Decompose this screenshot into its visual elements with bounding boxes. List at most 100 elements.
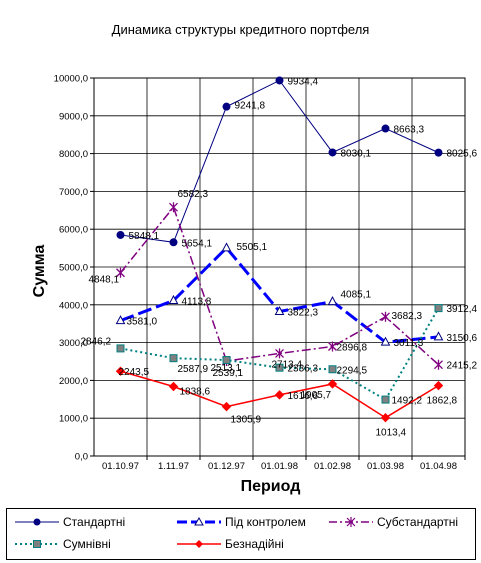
data-point — [328, 341, 337, 352]
legend-item-doubtful: Сумнівні — [15, 537, 111, 551]
legend-item-standard: Стандартні — [15, 515, 125, 529]
x-tick-label: 01.10.97 — [102, 461, 139, 472]
data-point — [381, 395, 390, 404]
data-point — [116, 230, 125, 239]
data-label: 3011,3 — [394, 338, 424, 349]
x-axis-title: Период — [240, 478, 301, 495]
series-1 — [116, 76, 443, 247]
data-point — [434, 304, 443, 313]
data-label: 1305,9 — [231, 415, 262, 426]
y-tick-label: 0,0 — [75, 452, 88, 463]
legend-marker-star-icon — [329, 517, 373, 527]
data-point — [275, 363, 284, 372]
data-point — [274, 390, 285, 400]
data-point — [222, 356, 231, 365]
data-label: 6582,3 — [178, 189, 209, 200]
data-point — [275, 348, 284, 359]
data-label: 2294,5 — [337, 365, 368, 376]
data-label: 8663,3 — [394, 125, 425, 136]
data-point — [433, 331, 444, 341]
legend-item-under-control: Під контролем — [177, 515, 306, 529]
x-tick-label: 01.04.98 — [420, 461, 457, 472]
data-point — [169, 202, 178, 213]
series-line — [120, 79, 439, 243]
data-label: 2513,1 — [211, 363, 242, 374]
data-point — [221, 401, 232, 412]
data-label: 8030,1 — [341, 148, 372, 159]
y-axis-title: Сумма — [31, 244, 48, 298]
series-4 — [116, 304, 443, 404]
data-point — [115, 315, 126, 325]
data-label: 5505,1 — [237, 242, 268, 253]
data-label: 4848,1 — [89, 275, 120, 286]
x-tick-label: 01.03.98 — [367, 461, 404, 472]
data-label: 2243,5 — [119, 367, 150, 378]
data-point — [433, 380, 444, 391]
legend-marker-diamond-icon — [177, 540, 221, 548]
data-point — [381, 124, 390, 133]
data-label: 3682,3 — [392, 311, 423, 322]
legend-label: Під контролем — [225, 515, 306, 529]
data-label: 3581,0 — [127, 317, 158, 328]
y-tick-label: 9000,0 — [59, 111, 88, 122]
data-label: 2539,1 — [213, 368, 244, 379]
legend-marker-triangle-icon — [177, 516, 221, 526]
data-label: 1013,4 — [376, 428, 407, 439]
legend-item-substandard: Субстандартні — [329, 515, 458, 529]
data-label: 3822,3 — [288, 308, 319, 319]
legend-marker-circle-icon — [15, 518, 59, 526]
data-labels: 5848,1 5654,1 9241,8 9934,4 8030,1 8663,3 8025… — [81, 76, 478, 438]
legend-label: Стандартні — [63, 515, 126, 529]
legend: Стандартні Під контролем Субстандартні С… — [6, 508, 476, 560]
x-tick-label: 01.01.98 — [261, 461, 298, 472]
x-tick-label: 01.02.98 — [314, 461, 351, 472]
data-point — [116, 344, 125, 353]
legend-label: Субстандартні — [377, 515, 459, 529]
series-line — [119, 205, 440, 366]
y-tick-label: 3000,0 — [59, 338, 88, 349]
series-5 — [115, 366, 444, 423]
data-point — [168, 294, 179, 304]
data-label: 1492,2 — [392, 396, 423, 407]
y-tick-label: 6000,0 — [59, 225, 88, 236]
data-label: 1838,6 — [180, 387, 211, 398]
data-label: 1905,7 — [301, 390, 332, 401]
data-label: 3150,6 — [447, 333, 478, 344]
data-point — [434, 148, 443, 157]
data-point — [168, 381, 179, 392]
x-tick-label: 01.12.97 — [208, 461, 245, 472]
y-tick-label: 4000,0 — [59, 300, 88, 311]
data-label: 1616,6 — [288, 391, 319, 402]
data-point — [169, 354, 178, 363]
legend-label: Безнадійні — [225, 537, 284, 551]
data-label: 9934,4 — [288, 76, 319, 87]
y-tick-label: 8000,0 — [59, 149, 88, 160]
data-point — [169, 238, 178, 247]
y-tick-label: 5000,0 — [59, 263, 88, 274]
data-point — [434, 359, 443, 370]
data-point — [327, 379, 338, 389]
legend-marker-square-icon — [15, 540, 59, 548]
data-point — [275, 76, 284, 85]
data-point — [380, 412, 391, 423]
data-label: 1862,8 — [427, 396, 458, 407]
data-point — [221, 242, 232, 252]
data-point — [381, 311, 390, 322]
chart-title: Динамика структуры кредитного портфеля — [111, 22, 370, 37]
data-point — [380, 336, 391, 346]
axes: 0,0 1000,0 2000,0 3000,0 4000,0 5000,0 6000,0 7… — [54, 74, 466, 472]
data-label: 9241,8 — [235, 101, 266, 112]
data-label: 2336,3 — [288, 364, 319, 375]
data-point — [327, 296, 338, 306]
x-tick-label: 1.11.97 — [158, 461, 189, 472]
data-label: 5654,1 — [182, 238, 213, 249]
data-label: 2846,2 — [81, 336, 112, 347]
data-point — [116, 267, 125, 278]
data-label: 2896,8 — [337, 343, 368, 354]
data-label: 2713,4 — [272, 359, 303, 370]
y-tick-label: 10000,0 — [54, 74, 88, 85]
data-point — [274, 305, 285, 316]
y-tick-label: 2000,0 — [59, 376, 88, 387]
data-label: 4113,8 — [182, 296, 212, 307]
